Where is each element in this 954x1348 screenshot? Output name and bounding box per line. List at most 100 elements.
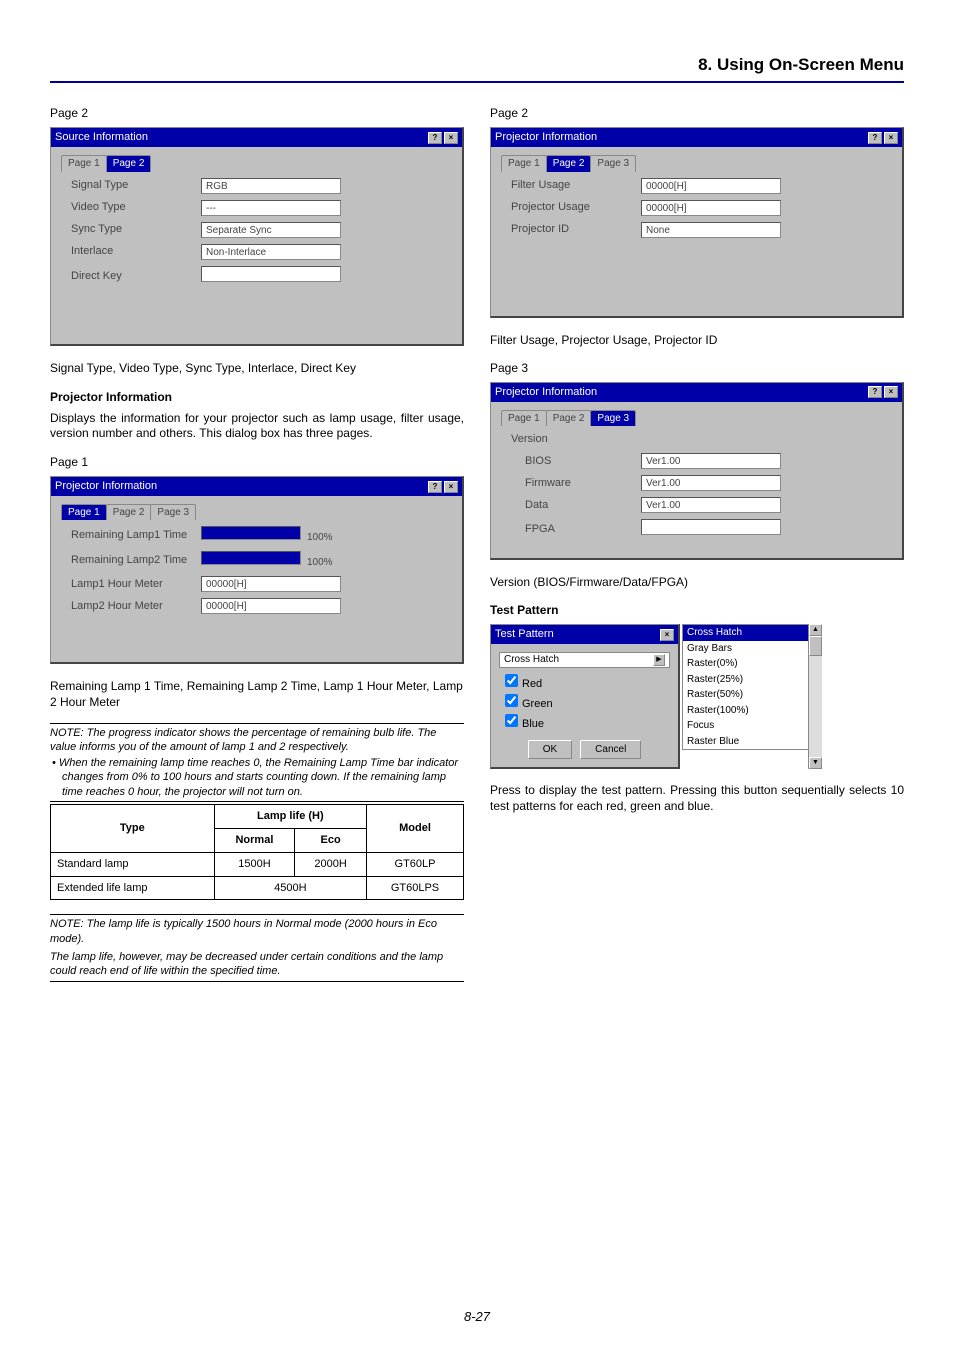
note: The lamp life, however, may be decreased… bbox=[50, 948, 464, 982]
caption: Filter Usage, Projector Usage, Projector… bbox=[490, 332, 904, 348]
field-row: Video Type--- bbox=[61, 200, 452, 216]
tab-page2[interactable]: Page 2 bbox=[546, 410, 592, 427]
scroll-down-icon[interactable]: ▼ bbox=[809, 757, 822, 769]
note: NOTE: The progress indicator shows the p… bbox=[50, 723, 464, 755]
tab-page1[interactable]: Page 1 bbox=[501, 155, 547, 172]
test-pattern-dialog: Test Pattern × Cross Hatch ▶ RedGreenBlu… bbox=[490, 624, 680, 769]
tab-page3[interactable]: Page 3 bbox=[590, 155, 636, 172]
field-label: Lamp1 Hour Meter bbox=[61, 577, 201, 592]
field-value: Ver1.00 bbox=[641, 497, 781, 513]
section-header: 8. Using On-Screen Menu bbox=[50, 55, 904, 83]
dialog-title: Projector Information bbox=[55, 479, 157, 494]
close-icon[interactable]: × bbox=[444, 132, 458, 144]
tab-page1[interactable]: Page 1 bbox=[61, 504, 107, 521]
field-row: BIOSVer1.00 bbox=[501, 453, 892, 469]
test-pattern-text: Press to display the test pattern. Press… bbox=[490, 783, 904, 814]
caption: Remaining Lamp 1 Time, Remaining Lamp 2 … bbox=[50, 678, 464, 710]
close-icon[interactable]: × bbox=[884, 132, 898, 144]
scroll-up-icon[interactable]: ▲ bbox=[809, 624, 822, 636]
tabs: Page 1Page 2Page 3 bbox=[61, 504, 452, 521]
right-column: Page 2 Projector Information ? × Page 1P… bbox=[490, 105, 904, 996]
dropdown-item[interactable]: Raster(50%) bbox=[683, 687, 821, 703]
help-icon[interactable]: ? bbox=[868, 386, 882, 398]
field-value: Non-Interlace bbox=[201, 244, 341, 260]
checkbox-red[interactable]: Red bbox=[499, 674, 670, 692]
field-row: Projector Usage00000[H] bbox=[501, 200, 892, 216]
tab-page2[interactable]: Page 2 bbox=[106, 504, 152, 521]
dropdown-item[interactable]: Cross Hatch bbox=[683, 625, 821, 641]
help-icon[interactable]: ? bbox=[868, 132, 882, 144]
field-label: Direct Key bbox=[61, 269, 201, 284]
pattern-select[interactable]: Cross Hatch ▶ bbox=[499, 652, 670, 668]
table-row: Extended life lamp 4500H GT60LPS bbox=[51, 876, 464, 900]
dropdown-item[interactable]: Raster(100%) bbox=[683, 703, 821, 719]
tab-page1[interactable]: Page 1 bbox=[501, 410, 547, 427]
note: NOTE: The lamp life is typically 1500 ho… bbox=[50, 914, 464, 946]
tab-page2[interactable]: Page 2 bbox=[106, 155, 152, 172]
tab-page3[interactable]: Page 3 bbox=[150, 504, 196, 521]
tabs: Page 1Page 2Page 3 bbox=[501, 410, 892, 427]
field-value: --- bbox=[201, 200, 341, 216]
field-row: Remaining Lamp1 Time 100% bbox=[61, 526, 452, 545]
field-label: BIOS bbox=[501, 454, 641, 469]
th-model: Model bbox=[367, 805, 464, 853]
close-icon[interactable]: × bbox=[660, 629, 674, 641]
field-value: Separate Sync bbox=[201, 222, 341, 238]
close-icon[interactable]: × bbox=[884, 386, 898, 398]
field-value: 00000[H] bbox=[641, 200, 781, 216]
field-label: Signal Type bbox=[61, 178, 201, 193]
progress-bar bbox=[201, 526, 301, 540]
cancel-button[interactable]: Cancel bbox=[580, 740, 641, 760]
dropdown-item[interactable]: Raster Blue bbox=[683, 734, 821, 750]
tab-page3[interactable]: Page 3 bbox=[590, 410, 636, 427]
field-label: Projector ID bbox=[501, 222, 641, 237]
dropdown-item[interactable]: Raster(0%) bbox=[683, 656, 821, 672]
projector-info-text: Displays the information for your projec… bbox=[50, 411, 464, 442]
field-row: Version bbox=[501, 432, 892, 447]
field-value: Ver1.00 bbox=[641, 453, 781, 469]
progress-text: 100% bbox=[307, 532, 333, 543]
help-icon[interactable]: ? bbox=[428, 481, 442, 493]
field-label: Firmware bbox=[501, 476, 641, 491]
source-info-dialog: Source Information ? × Page 1Page 2 Sign… bbox=[50, 127, 464, 346]
dropdown-arrow-icon[interactable]: ▶ bbox=[653, 654, 665, 666]
dropdown-item[interactable]: Gray Bars bbox=[683, 641, 821, 657]
field-value: 00000[H] bbox=[641, 178, 781, 194]
scroll-thumb[interactable] bbox=[809, 636, 822, 656]
page-number: 8-27 bbox=[0, 1309, 954, 1324]
close-icon[interactable]: × bbox=[444, 481, 458, 493]
checkbox-green[interactable]: Green bbox=[499, 694, 670, 712]
pattern-dropdown-list[interactable]: Cross HatchGray BarsRaster(0%)Raster(25%… bbox=[682, 624, 822, 769]
dropdown-item[interactable]: Raster(25%) bbox=[683, 672, 821, 688]
page2-label: Page 2 bbox=[50, 105, 464, 121]
th-eco: Eco bbox=[295, 828, 367, 852]
th-normal: Normal bbox=[214, 828, 295, 852]
field-label: Remaining Lamp1 Time bbox=[61, 528, 201, 543]
checkbox-blue[interactable]: Blue bbox=[499, 714, 670, 732]
page2-label: Page 2 bbox=[490, 105, 904, 121]
field-value: RGB bbox=[201, 178, 341, 194]
field-row: Lamp2 Hour Meter00000[H] bbox=[61, 598, 452, 614]
ok-button[interactable]: OK bbox=[528, 740, 572, 760]
tab-page1[interactable]: Page 1 bbox=[61, 155, 107, 172]
field-row: Filter Usage00000[H] bbox=[501, 178, 892, 194]
note-bullet: • When the remaining lamp time reaches 0… bbox=[50, 756, 464, 802]
field-value: None bbox=[641, 222, 781, 238]
field-value bbox=[201, 266, 341, 282]
field-label: Data bbox=[501, 498, 641, 513]
progress-text: 100% bbox=[307, 557, 333, 568]
projector-info-p2-dialog: Projector Information ? × Page 1Page 2Pa… bbox=[490, 127, 904, 317]
dropdown-item[interactable]: Focus bbox=[683, 718, 821, 734]
table-row: Standard lamp 1500H 2000H GT60LP bbox=[51, 852, 464, 876]
help-icon[interactable]: ? bbox=[428, 132, 442, 144]
tabs: Page 1Page 2Page 3 bbox=[501, 155, 892, 172]
field-label: Projector Usage bbox=[501, 200, 641, 215]
left-column: Page 2 Source Information ? × Page 1Page… bbox=[50, 105, 464, 996]
caption: Signal Type, Video Type, Sync Type, Inte… bbox=[50, 360, 464, 376]
caption: Version (BIOS/Firmware/Data/FPGA) bbox=[490, 574, 904, 590]
field-row: Projector IDNone bbox=[501, 222, 892, 238]
field-value: 00000[H] bbox=[201, 576, 341, 592]
field-label: FPGA bbox=[501, 522, 641, 537]
progress-bar bbox=[201, 551, 301, 565]
tab-page2[interactable]: Page 2 bbox=[546, 155, 592, 172]
